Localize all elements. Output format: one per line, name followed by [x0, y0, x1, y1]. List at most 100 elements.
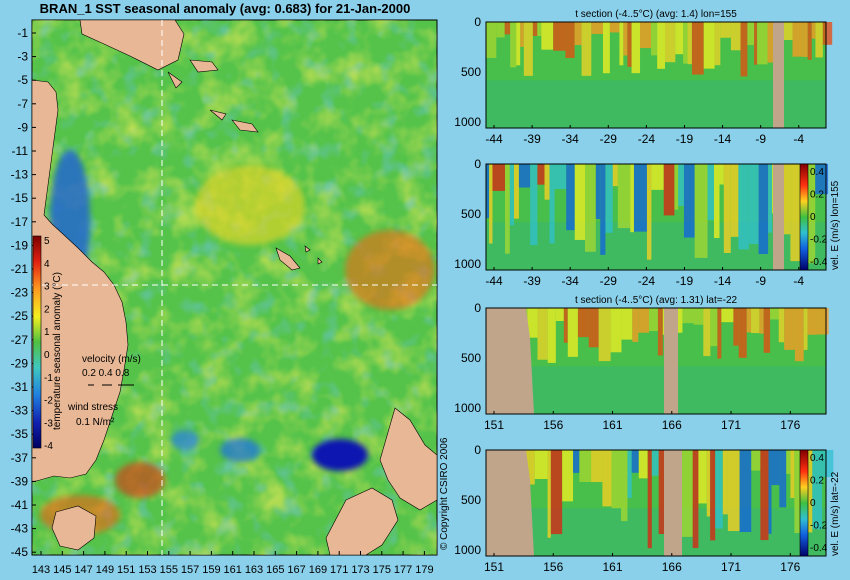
section-streak — [486, 164, 490, 219]
section-y-tick: 0 — [474, 157, 481, 171]
section-x-tick: -29 — [600, 274, 618, 288]
temperature-colorbar-label: temperature seasonal anomaly (°C) — [52, 272, 63, 430]
section-streak — [513, 164, 519, 219]
lon-tick-label: 151 — [117, 564, 135, 576]
section-streak — [547, 450, 551, 538]
new-zealand-north — [379, 407, 438, 511]
section-streak — [783, 164, 791, 235]
section-streak — [605, 164, 613, 233]
lat-tick-label: -5 — [17, 73, 28, 87]
section-streak — [496, 22, 505, 38]
section-y-tick: 0 — [474, 443, 481, 457]
section-streak — [703, 22, 715, 69]
section-streak — [751, 308, 760, 334]
lon-tick-label: 173 — [351, 564, 369, 576]
section-streak — [651, 22, 658, 56]
velocity-colorbar-tick: 0.2 — [810, 476, 824, 487]
velocity-colorbar — [799, 163, 809, 271]
section-x-tick: -39 — [523, 132, 541, 146]
section-streak — [505, 164, 510, 254]
section-land — [664, 308, 678, 414]
section-streak — [790, 450, 795, 499]
section-streak — [563, 308, 568, 343]
lon-tick-label: 165 — [266, 564, 284, 576]
temperature-colorbar-tick: 1 — [44, 327, 50, 338]
section-x-tick: 171 — [721, 418, 741, 432]
section-streak — [738, 164, 749, 250]
section-streak — [648, 308, 658, 332]
section-streak — [530, 164, 538, 246]
section-streak — [794, 308, 804, 362]
lat-tick-label: -45 — [11, 545, 29, 559]
velocity-colorbar-label: vel. E (m/s) lat=-22 — [830, 471, 841, 556]
section-streak — [794, 450, 805, 534]
section-streak — [721, 308, 734, 323]
section-streak — [751, 450, 761, 471]
velocity-colorbar-tick: -0.2 — [810, 521, 828, 532]
lat-tick-label: -15 — [11, 191, 29, 205]
section-land — [664, 450, 682, 556]
section-y-tick: 500 — [461, 207, 481, 221]
wind-stress-scale: 0.1 N/m² — [76, 417, 115, 428]
section-streak — [675, 308, 683, 333]
temperature-colorbar-tick: -2 — [44, 396, 53, 407]
islands-north — [167, 59, 259, 133]
section-streak — [691, 22, 704, 75]
lon-tick-label: 163 — [245, 564, 263, 576]
section-streak — [727, 450, 740, 532]
temperature-colorbar-tick: 3 — [44, 282, 50, 293]
section-y-tick: 1000 — [454, 543, 481, 557]
section-streak — [632, 308, 639, 342]
lon-tick-label: 143 — [32, 564, 50, 576]
section-streak — [779, 450, 787, 508]
section-streak — [754, 22, 758, 65]
lon-tick-label: 159 — [202, 564, 220, 576]
section-panels: t section (-4..5°C) (avg: 1.4) lon=155 0 5… — [454, 9, 841, 574]
lat-tick-label: -27 — [11, 333, 29, 347]
section-streak — [730, 164, 739, 237]
lat-tick-label: -11 — [12, 144, 29, 158]
section-streak — [748, 164, 759, 245]
section-x-tick: 161 — [603, 560, 623, 574]
lat-tick-label: -37 — [11, 451, 29, 465]
velocity-colorbar-tick: 0 — [810, 212, 816, 223]
section-streak — [683, 22, 688, 64]
section-streak — [567, 308, 578, 357]
section-x-tick: -9 — [755, 274, 766, 288]
section-y-tick: 1000 — [454, 257, 481, 271]
lat-tick-label: -31 — [11, 380, 29, 394]
section-x-tick: -19 — [676, 274, 694, 288]
lat-tick-label: -39 — [11, 474, 29, 488]
section-streak — [710, 308, 718, 347]
section-streak — [720, 22, 731, 38]
copyright: © Copyright CSIRO 2006 — [439, 437, 450, 550]
section-streak — [768, 164, 773, 233]
section-x-tick: -4 — [793, 274, 804, 288]
section-streak — [815, 164, 829, 195]
section-streak — [619, 22, 624, 66]
section-streak — [746, 308, 752, 333]
velocity-scale: 0.2 0.4 0.8 — [82, 368, 130, 379]
lat-tick-label: -3 — [17, 50, 28, 64]
section-streak — [757, 22, 768, 65]
section-streak — [518, 164, 531, 188]
section-frame — [485, 163, 827, 271]
map-land — [31, 19, 438, 556]
section-streak — [591, 22, 603, 34]
section-x-tick: 166 — [662, 560, 682, 574]
section-streak — [717, 308, 722, 359]
section-streak — [588, 308, 599, 348]
section-streak — [623, 22, 628, 56]
section-streak — [509, 164, 514, 226]
section-streak — [640, 22, 652, 49]
section-streak — [770, 308, 779, 320]
section-streak — [682, 308, 694, 324]
section-streak — [713, 164, 720, 239]
section-streak — [747, 22, 755, 46]
section-x-tick: 151 — [484, 418, 504, 432]
section-x-tick: 166 — [662, 418, 682, 432]
new-guinea — [79, 19, 185, 71]
map-lat-ticks: -1 -3 -5 -7 -9 -11 -13 -15 -17 -19 -21 -23 -25 -27 -29… — [11, 26, 36, 559]
section-streak — [486, 22, 497, 58]
